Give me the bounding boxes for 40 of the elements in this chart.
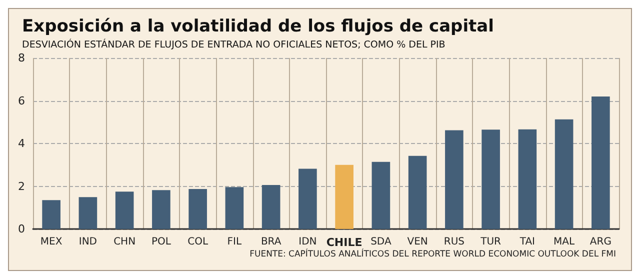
x-tick-label: FIL (227, 236, 242, 248)
bar (518, 129, 537, 229)
y-tick-label: 2 (18, 180, 25, 193)
bar (298, 168, 317, 229)
x-tick-label: ARG (590, 236, 612, 248)
chart-title: Exposición a la volatilidad de los flujos de capital (22, 16, 494, 36)
bar (408, 156, 427, 229)
x-tick-label: CHN (114, 236, 136, 248)
x-tick-label: RUS (444, 236, 464, 248)
y-tick-label: 0 (18, 222, 25, 236)
x-tick-label: TAI (518, 236, 535, 248)
bar (188, 189, 207, 229)
bar (42, 200, 60, 229)
x-tick-label: SDA (370, 236, 392, 248)
x-tick-label: VEN (407, 236, 428, 248)
bar (445, 130, 464, 229)
bar (225, 187, 244, 229)
chart-subtitle: DESVIACIÓN ESTÁNDAR DE FLUJOS DE ENTRADA NO OFICIALES NETOS; COMO % DEL PIB (22, 38, 446, 50)
x-tick-label: IDN (298, 236, 317, 248)
y-tick-label: 8 (18, 52, 25, 64)
bar (152, 190, 170, 229)
x-tick-label: IND (78, 236, 98, 248)
source-note: FUENTE: CAPÍTULOS ANALÍTICOS DEL REPORTE WORLD ECONOMIC OUTLOOK DEL FMI (250, 248, 616, 260)
x-tick-label: TUR (480, 236, 502, 248)
bar (335, 164, 354, 229)
bar (554, 119, 574, 229)
bar (115, 192, 134, 229)
bar (372, 162, 390, 229)
x-tick-label: BRA (260, 236, 282, 248)
x-tick-label: CHILE (326, 236, 362, 249)
x-tick-label: MAL (554, 236, 576, 248)
y-tick-label: 6 (18, 94, 25, 108)
bar (262, 184, 280, 229)
bar (592, 96, 610, 229)
bar (482, 130, 500, 229)
x-tick-label: MEX (40, 236, 62, 248)
y-tick-label: 4 (18, 137, 25, 150)
x-tick-label: COL (188, 236, 208, 248)
bar (78, 197, 98, 229)
x-tick-label: POL (151, 236, 172, 248)
